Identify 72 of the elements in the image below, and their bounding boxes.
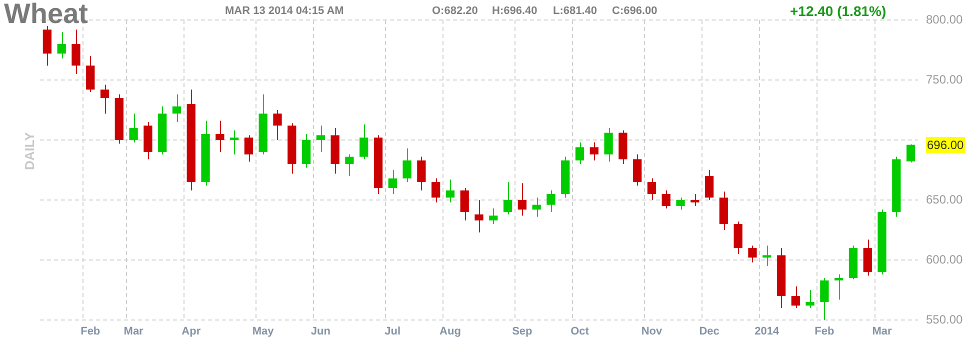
candlestick xyxy=(575,142,584,164)
text: C:696.00 xyxy=(612,5,658,17)
candlestick xyxy=(129,113,138,143)
y-tick-label: 550.00 xyxy=(926,312,964,326)
candlestick xyxy=(676,197,685,210)
candlestick xyxy=(388,170,397,194)
candlestick xyxy=(57,32,66,59)
text: O:682.20 xyxy=(432,5,478,17)
candlestick xyxy=(474,200,484,233)
y-tick-label: 600.00 xyxy=(926,252,964,266)
chart-title: Wheat xyxy=(4,0,88,30)
x-tick-label: Sep xyxy=(512,326,533,338)
candlestick xyxy=(604,128,613,162)
y-tick-label: 750.00 xyxy=(926,72,964,86)
y-tick-label: 650.00 xyxy=(926,192,964,206)
x-tick-label: Jun xyxy=(310,326,331,338)
x-tick-label: Aug xyxy=(440,326,461,338)
candlestick xyxy=(345,154,354,176)
candlestick xyxy=(86,56,95,92)
x-tick-label: Mar xyxy=(872,326,893,338)
candlestick xyxy=(791,286,800,308)
candlestick xyxy=(417,156,426,191)
candlestick xyxy=(489,208,498,224)
candlestick xyxy=(906,144,916,163)
text: +12.40 (1.81%) xyxy=(790,3,886,19)
x-tick-label: Jul xyxy=(384,326,401,338)
text: H:696.40 xyxy=(492,5,538,17)
x-tick-label: Apr xyxy=(182,326,202,338)
candlestick xyxy=(503,182,512,215)
candlestick xyxy=(863,239,872,276)
x-tick-label: Dec xyxy=(699,326,720,338)
candlestick xyxy=(734,221,742,254)
x-tick-label: Oct xyxy=(570,326,590,338)
x-tick-label: Mar xyxy=(124,326,144,338)
candlestick xyxy=(244,134,254,162)
candlestick xyxy=(460,188,469,221)
candlestick xyxy=(704,170,714,200)
text: L:681.40 xyxy=(553,5,598,17)
candlestick xyxy=(402,148,412,182)
candlestick xyxy=(806,290,814,308)
candlestick xyxy=(230,130,239,155)
text: 696.00 xyxy=(926,137,965,153)
candlestick xyxy=(72,29,80,74)
candlestick xyxy=(647,178,656,200)
candlestick xyxy=(820,278,829,320)
candlestick xyxy=(172,94,182,122)
x-tick-label: Feb xyxy=(814,326,834,338)
x-tick-label: Feb xyxy=(80,326,100,338)
candlestick xyxy=(762,245,772,266)
candlestick xyxy=(690,194,700,206)
candlestick xyxy=(518,182,526,216)
x-tick-label: May xyxy=(252,326,275,338)
candlestick xyxy=(590,142,598,161)
candlestick xyxy=(216,120,224,152)
candlestick xyxy=(748,245,757,263)
candlestick xyxy=(273,110,282,140)
x-tick-label: Nov xyxy=(641,326,663,338)
candlestick xyxy=(532,197,541,218)
candlestick xyxy=(100,84,110,114)
candlestick xyxy=(834,274,844,300)
candlestick xyxy=(360,124,368,160)
candlestick xyxy=(432,178,440,203)
candlestick xyxy=(633,154,642,186)
y-tick-label: 800.00 xyxy=(926,12,964,26)
x-tick-label: 2014 xyxy=(754,326,780,338)
candlestick xyxy=(546,190,556,212)
candlestick xyxy=(42,26,52,66)
text: MAR 13 2014 04:15 AM xyxy=(225,5,344,17)
candlestick xyxy=(446,179,455,203)
candlestick xyxy=(662,190,670,209)
candlestick xyxy=(302,134,311,168)
candlestick xyxy=(316,125,325,152)
